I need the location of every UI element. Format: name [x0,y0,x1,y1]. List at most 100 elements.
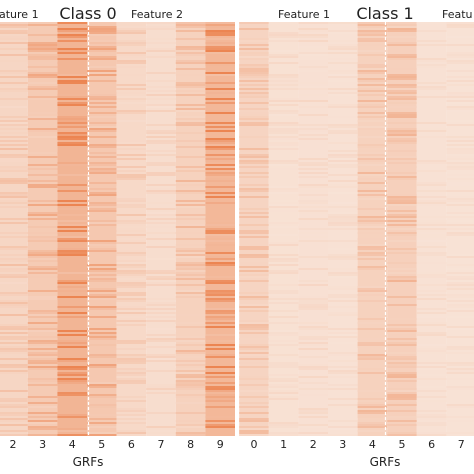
heatmap-cell [87,296,117,298]
heatmap-cell [57,360,87,362]
heatmap-cell [357,300,388,302]
heatmap-cell [328,70,358,72]
heatmap-cell [27,116,58,118]
heatmap-cell [268,380,299,382]
heatmap-cell [446,60,474,62]
heatmap-cell [87,334,117,336]
heatmap-cell [57,392,87,394]
heatmap-cell [357,30,388,32]
heatmap-cell [146,192,176,194]
heatmap-cell [116,32,147,34]
heatmap-cell [298,168,328,170]
heatmap-cell [146,130,176,132]
heatmap-cell [446,416,474,418]
heatmap-cell [27,56,58,58]
heatmap-cell [387,122,417,124]
heatmap-cell [298,190,328,192]
heatmap-cell [357,406,388,408]
heatmap-cell [57,414,87,416]
heatmap-cell [175,84,206,86]
heatmap-cell [57,80,87,82]
heatmap-cell [0,398,28,400]
heatmap-cell [357,34,388,36]
heatmap-cell [0,170,28,172]
heatmap-cell [416,226,447,228]
heatmap-cell [87,94,117,96]
heatmap-cell [175,412,206,414]
heatmap-cell [27,252,58,254]
heatmap-cell [27,336,58,338]
heatmap-cell [298,322,328,324]
heatmap-cell [268,366,299,368]
heatmap-cell [116,266,147,268]
heatmap-cell [328,48,358,50]
heatmap-cell [0,352,28,354]
heatmap-cell [27,360,58,362]
heatmap-cell [57,142,87,144]
heatmap-cell [0,306,28,308]
heatmap-cell [205,230,235,232]
heatmap-cell [268,426,299,428]
heatmap-cell [27,130,58,132]
heatmap-cell [87,356,117,358]
heatmap-cell [146,426,176,428]
heatmap-cell [205,424,235,426]
heatmap-cell [27,330,58,332]
heatmap-cell [87,336,117,338]
heatmap-cell [328,116,358,118]
heatmap-cell [298,70,328,72]
heatmap-cell [116,98,147,100]
heatmap-cell [57,434,87,436]
heatmap-cell [239,166,269,168]
heatmap-cell [328,46,358,48]
heatmap-cell [57,200,87,202]
heatmap-cell [175,244,206,246]
heatmap-cell [0,166,28,168]
heatmap-cell [268,86,299,88]
heatmap-cell [205,140,235,142]
heatmap-cell [268,98,299,100]
heatmap-cell [27,74,58,76]
heatmap-cell [298,50,328,52]
heatmap-cell [116,44,147,46]
heatmap-cell [357,50,388,52]
heatmap-cell [387,116,417,118]
heatmap-cell [298,364,328,366]
heatmap-cell [116,144,147,146]
heatmap-cell [416,366,447,368]
heatmap-cell [239,72,269,74]
heatmap-cell [57,374,87,376]
heatmap-cell [175,288,206,290]
heatmap-cell [27,384,58,386]
heatmap-cell [87,98,117,100]
heatmap-cell [205,144,235,146]
heatmap-cell [116,312,147,314]
heatmap-cell [328,160,358,162]
heatmap-cell [0,144,28,146]
heatmap-cell [239,432,269,434]
heatmap-cell [116,254,147,256]
heatmap-cell [146,332,176,334]
heatmap-cell [205,382,235,384]
heatmap-cell [416,122,447,124]
heatmap-cell [57,316,87,318]
heatmap-cell [27,362,58,364]
heatmap-cell [27,276,58,278]
heatmap-cell [116,324,147,326]
heatmap-cell [175,48,206,50]
heatmap-cell [205,234,235,236]
heatmap-cell [298,302,328,304]
heatmap-cell [205,282,235,284]
heatmap-cell [205,258,235,260]
heatmap-cell [387,132,417,134]
heatmap-cell [268,124,299,126]
heatmap-cell [146,384,176,386]
heatmap-cell [27,174,58,176]
heatmap-cell [387,228,417,230]
heatmap-cell [239,188,269,190]
heatmap-cell [416,410,447,412]
heatmap-cell [57,312,87,314]
heatmap-cell [328,426,358,428]
heatmap-cell [446,92,474,94]
heatmap-cell [239,270,269,272]
